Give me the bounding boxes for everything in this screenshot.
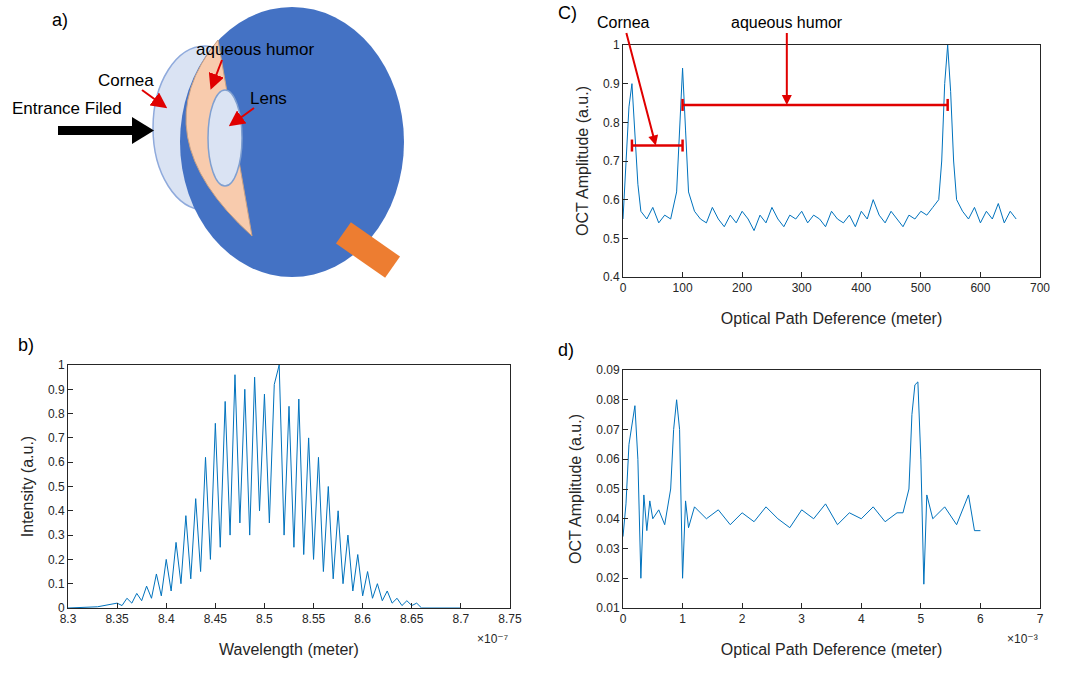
svg-text:0.08: 0.08	[596, 393, 620, 407]
svg-text:Cornea: Cornea	[98, 71, 154, 90]
svg-text:100: 100	[673, 281, 693, 295]
svg-text:0.01: 0.01	[596, 601, 620, 615]
html-text:b): b)	[18, 335, 34, 355]
svg-text:0.4: 0.4	[603, 270, 620, 284]
svg-text:0.1: 0.1	[48, 577, 65, 591]
svg-text:Intensity (a.u.): Intensity (a.u.)	[19, 436, 36, 537]
svg-text:0.7: 0.7	[48, 431, 65, 445]
svg-text:0.6: 0.6	[603, 193, 620, 207]
svg-text:0.8: 0.8	[603, 116, 620, 130]
svg-text:8.4: 8.4	[158, 612, 175, 626]
svg-text:0: 0	[620, 281, 627, 295]
svg-text:0.4: 0.4	[48, 504, 65, 518]
svg-text:0: 0	[620, 612, 627, 626]
svg-text:4: 4	[858, 612, 865, 626]
svg-text:200: 200	[732, 281, 752, 295]
svg-text:8.3: 8.3	[60, 612, 77, 626]
svg-text:400: 400	[851, 281, 871, 295]
svg-text:8.55: 8.55	[302, 612, 326, 626]
svg-text:8.7: 8.7	[453, 612, 470, 626]
svg-text:Wavelength (meter): Wavelength (meter)	[219, 641, 359, 658]
svg-text:aqueous humor: aqueous humor	[196, 40, 314, 59]
svg-text:0.6: 0.6	[48, 455, 65, 469]
svg-text:0.04: 0.04	[596, 512, 620, 526]
svg-text:0.05: 0.05	[596, 482, 620, 496]
svg-text:700: 700	[1030, 281, 1050, 295]
svg-text:5: 5	[918, 612, 925, 626]
svg-text:0.02: 0.02	[596, 571, 620, 585]
svg-text:Optical Path Deference (meter): Optical Path Deference (meter)	[721, 310, 942, 327]
html-text:a): a)	[52, 10, 68, 30]
svg-text:8.35: 8.35	[105, 612, 129, 626]
svg-text:6: 6	[977, 612, 984, 626]
html-text:d): d)	[558, 340, 574, 360]
svg-text:8.65: 8.65	[400, 612, 424, 626]
svg-text:0.07: 0.07	[596, 423, 620, 437]
svg-text:0.7: 0.7	[603, 154, 620, 168]
svg-text:8.45: 8.45	[204, 612, 228, 626]
svg-text:0.9: 0.9	[603, 77, 620, 91]
svg-text:2: 2	[739, 612, 746, 626]
svg-text:0.06: 0.06	[596, 452, 620, 466]
svg-text:Cornea: Cornea	[597, 14, 650, 31]
svg-text:×10⁻³: ×10⁻³	[1007, 632, 1038, 646]
svg-text:3: 3	[798, 612, 805, 626]
svg-text:0: 0	[58, 601, 65, 615]
svg-text:OCT Amplitude (a.u.): OCT Amplitude (a.u.)	[574, 86, 591, 236]
svg-text:0.3: 0.3	[48, 528, 65, 542]
svg-text:0.5: 0.5	[48, 480, 65, 494]
svg-text:aqueous humor: aqueous humor	[731, 14, 843, 31]
svg-text:0.03: 0.03	[596, 542, 620, 556]
svg-text:1: 1	[58, 358, 65, 372]
svg-text:0.8: 0.8	[48, 407, 65, 421]
svg-text:8.6: 8.6	[354, 612, 371, 626]
svg-text:1: 1	[613, 38, 620, 52]
svg-text:8.75: 8.75	[498, 612, 522, 626]
svg-text:0.5: 0.5	[603, 232, 620, 246]
svg-text:OCT Amplitude (a.u.): OCT Amplitude (a.u.)	[567, 414, 584, 564]
svg-text:Optical Path Deference (meter): Optical Path Deference (meter)	[721, 641, 942, 658]
svg-text:300: 300	[792, 281, 812, 295]
svg-text:0.09: 0.09	[596, 363, 620, 377]
svg-text:0.9: 0.9	[48, 383, 65, 397]
svg-text:8.5: 8.5	[256, 612, 273, 626]
html-text:C): C)	[558, 3, 577, 23]
svg-text:1: 1	[679, 612, 686, 626]
svg-text:500: 500	[911, 281, 931, 295]
svg-text:0.2: 0.2	[48, 553, 65, 567]
svg-text:7: 7	[1037, 612, 1044, 626]
svg-text:Entrance Filed: Entrance Filed	[12, 99, 122, 118]
svg-text:600: 600	[970, 281, 990, 295]
svg-text:Lens: Lens	[250, 89, 287, 108]
svg-text:×10⁻⁷: ×10⁻⁷	[477, 632, 508, 646]
